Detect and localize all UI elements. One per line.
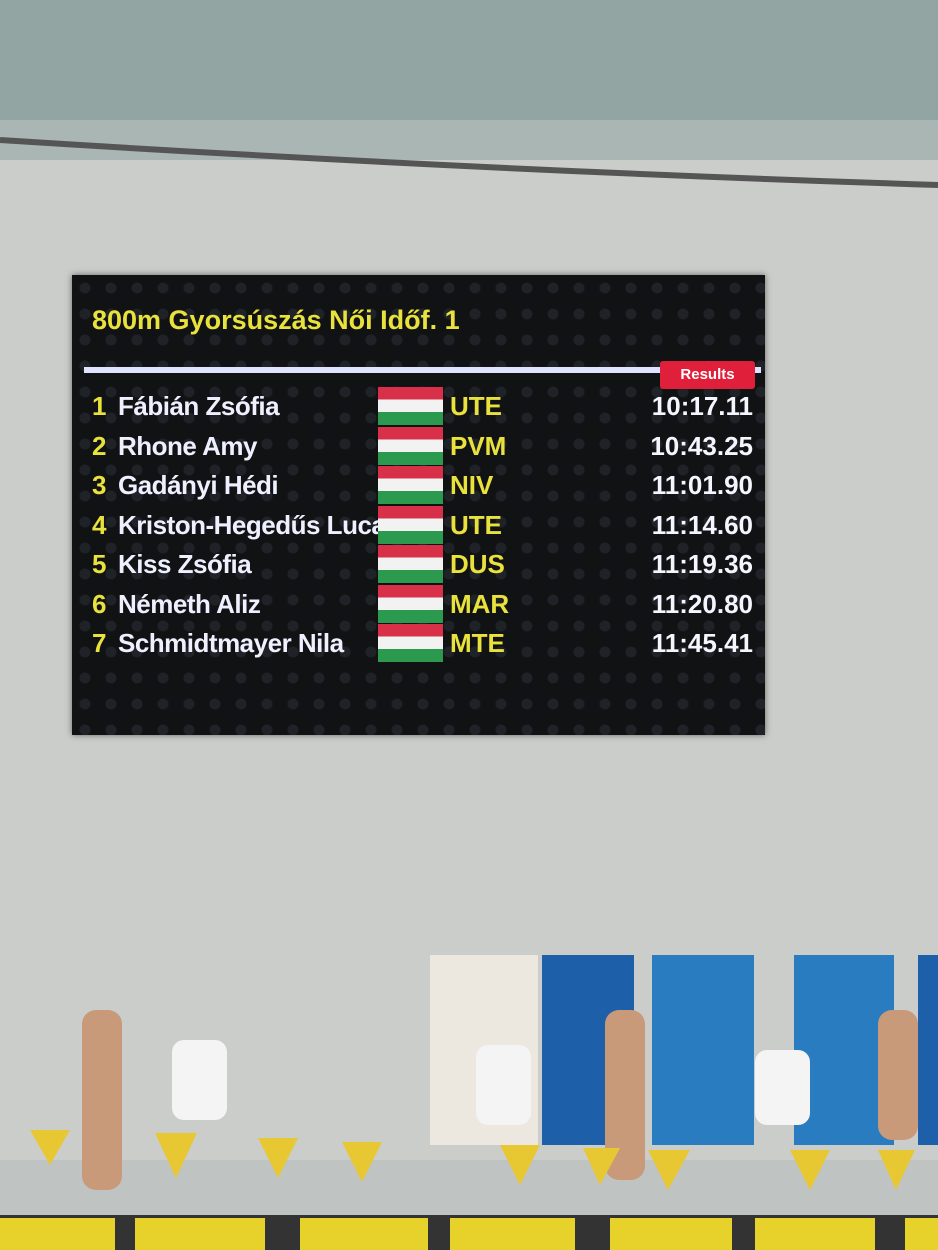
club: UTE: [450, 391, 502, 421]
flag: [378, 387, 443, 425]
rank: 5: [92, 549, 107, 579]
time: 10:17.11: [651, 391, 753, 421]
result-row: 2 Rhone Amy PVM 10:43.25: [72, 426, 765, 465]
banner: [652, 955, 754, 1145]
club: DUS: [450, 549, 505, 579]
time: 10:43.25: [650, 430, 753, 461]
club: MTE: [450, 628, 505, 658]
result-row: 3 Gadányi Hédi NIV 11:01.90: [72, 466, 765, 504]
swimmer-name: Schmidtmayer Nila: [118, 628, 344, 658]
rank: 3: [92, 470, 107, 500]
flag: [378, 545, 443, 583]
banner: [918, 955, 938, 1145]
swimmer-name: Fábián Zsófia: [118, 391, 280, 421]
lane-blocks: [0, 1218, 938, 1250]
results-badge: Results: [660, 361, 755, 389]
club: UTE: [450, 509, 502, 540]
scoreboard: 800m Gyorsúszás Női Időf. 1 Results 1 Fáb…: [72, 275, 765, 735]
result-row: 1 Fábián Zsófia UTE 10:17.11: [72, 387, 765, 425]
rank: 7: [92, 628, 107, 658]
ceiling-net: [0, 137, 938, 188]
officials: [172, 1040, 810, 1125]
swimmer-name: Kiss Zsófia: [118, 549, 252, 579]
pool-deck: [0, 1160, 938, 1215]
flag: [378, 584, 443, 623]
ceiling: [0, 0, 938, 120]
ceiling-edge: [0, 120, 938, 160]
flag: [378, 466, 443, 504]
result-row: 6 Németh Aliz MAR 11:20.80: [72, 584, 765, 623]
swimmer-name: Rhone Amy: [118, 430, 258, 461]
swimmer-name: Gadányi Hédi: [118, 470, 279, 500]
swimmer-name: Kriston-Hegedűs Luca: [118, 509, 386, 540]
time: 11:45.41: [651, 628, 753, 658]
time: 11:14.60: [651, 509, 753, 540]
time: 11:01.90: [651, 470, 753, 500]
swimmers: [82, 1010, 918, 1190]
result-row: 5 Kiss Zsófia DUS 11:19.36: [72, 545, 765, 583]
club: MAR: [450, 588, 510, 619]
club: NIV: [450, 470, 494, 500]
time: 11:20.80: [651, 588, 753, 619]
club: PVM: [450, 430, 507, 461]
swimmer-name: Németh Aliz: [118, 588, 261, 619]
flag: [378, 426, 443, 465]
rank: 2: [92, 430, 107, 461]
flag: [378, 624, 443, 662]
rank: 1: [92, 391, 107, 421]
result-row: 4 Kriston-Hegedűs Luca UTE 11:14.60: [72, 505, 765, 544]
result-row: 7 Schmidtmayer Nila MTE 11:45.41: [72, 624, 765, 662]
divider: [84, 367, 761, 373]
rank: 6: [92, 588, 107, 619]
flag: [378, 505, 443, 544]
banner: [794, 955, 894, 1145]
title: 800m Gyorsúszás Női Időf. 1: [92, 305, 460, 335]
time: 11:19.36: [651, 549, 753, 579]
rank: 4: [92, 509, 107, 540]
